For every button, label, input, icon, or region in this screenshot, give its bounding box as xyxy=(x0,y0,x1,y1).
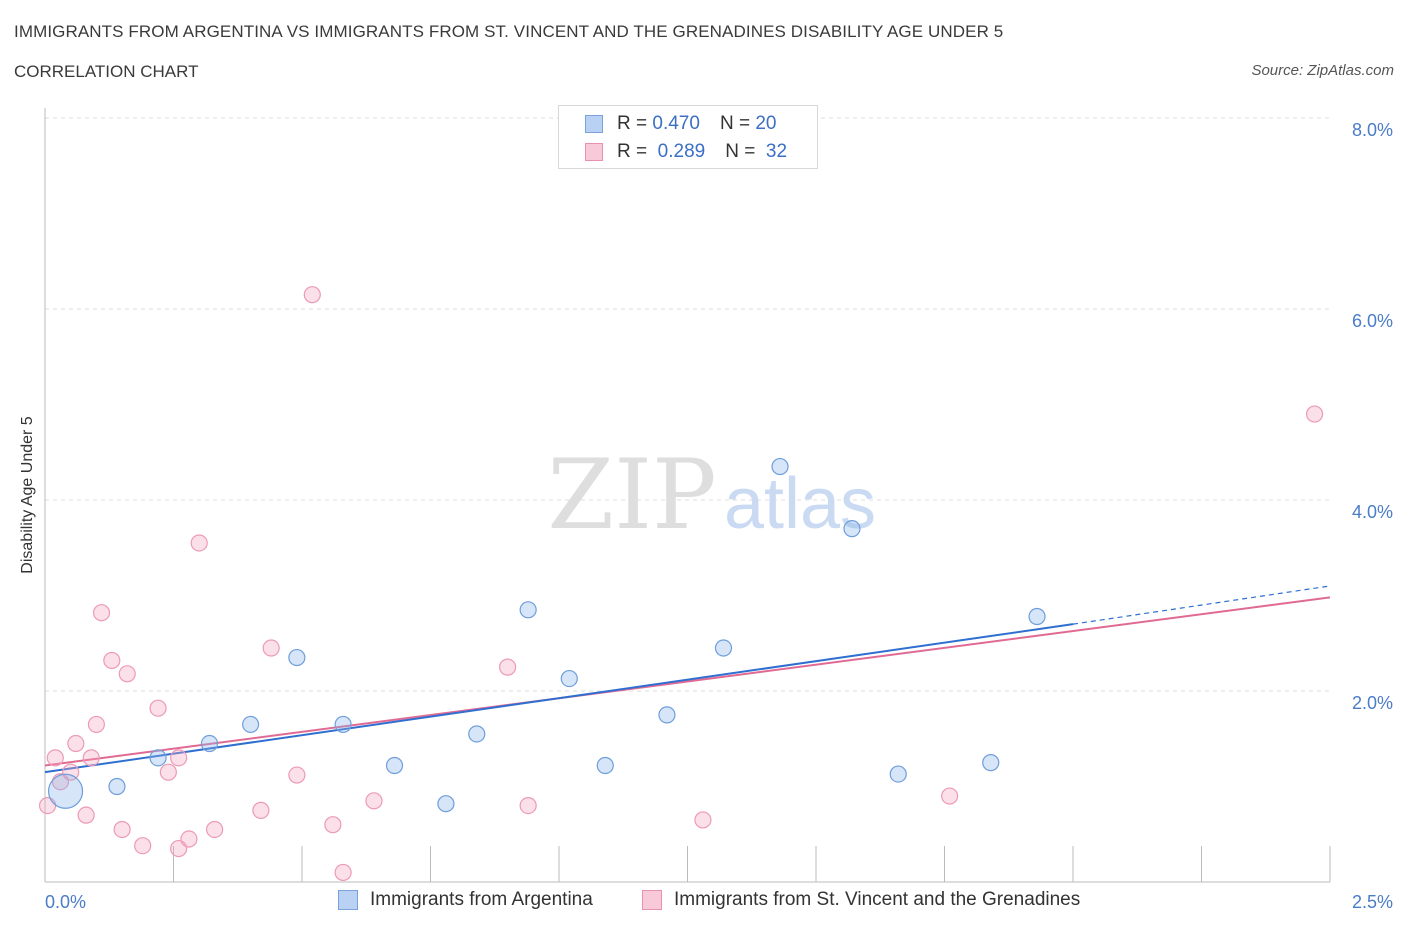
point-st-vincent xyxy=(694,811,712,829)
point-argentina xyxy=(47,773,84,809)
series-label-argentina: Immigrants from Argentina xyxy=(370,889,593,910)
series-label-st-vincent: Immigrants from St. Vincent and the Gren… xyxy=(674,889,1081,910)
point-st-vincent xyxy=(82,749,100,767)
legend-r-value: 0.470 xyxy=(652,113,700,134)
point-st-vincent xyxy=(170,749,188,767)
series-swatch-argentina xyxy=(338,890,358,910)
point-st-vincent xyxy=(288,766,306,784)
legend-row-argentina: R = 0.470 N = 20 xyxy=(585,112,776,136)
point-st-vincent xyxy=(206,820,224,839)
trend-line-st-vincent xyxy=(44,596,1331,767)
point-argentina xyxy=(149,749,167,767)
watermark: ZIP atlas xyxy=(547,439,876,551)
chart-title: IMMIGRANTS FROM ARGENTINA VS IMMIGRANTS … xyxy=(14,22,1004,41)
point-argentina xyxy=(108,777,126,796)
watermark-zip: ZIP xyxy=(547,439,716,551)
point-argentina xyxy=(1028,607,1046,626)
point-argentina xyxy=(437,795,455,813)
point-argentina xyxy=(982,754,1000,772)
point-st-vincent xyxy=(334,863,352,882)
point-st-vincent xyxy=(134,837,152,855)
chart-subtitle: CORRELATION CHART xyxy=(14,62,199,81)
legend-n-label: N = xyxy=(725,141,756,162)
point-st-vincent xyxy=(519,796,537,815)
legend-row-st-vincent: R = 0.289 N = 32 xyxy=(585,140,787,164)
point-st-vincent xyxy=(118,665,136,683)
legend-r-label: R = xyxy=(617,113,648,134)
point-argentina xyxy=(468,725,486,743)
point-st-vincent xyxy=(303,286,321,304)
x-tick-label: 2.5% xyxy=(1352,892,1393,912)
point-st-vincent xyxy=(67,734,85,753)
point-st-vincent xyxy=(262,639,280,657)
point-argentina xyxy=(242,715,260,734)
trend-line-argentina-extension xyxy=(1072,585,1331,625)
point-argentina xyxy=(334,715,352,734)
legend-n-value: 20 xyxy=(755,113,777,134)
legend-r-label: R = xyxy=(617,141,648,162)
point-argentina xyxy=(843,520,861,538)
y-tick-label: 2.0% xyxy=(1352,693,1393,713)
point-st-vincent xyxy=(324,816,342,834)
point-st-vincent xyxy=(365,792,383,810)
stats-legend: R = 0.470 N = 20 R = 0.289 N = 32 xyxy=(558,105,818,169)
legend-swatch-argentina xyxy=(585,115,603,133)
point-st-vincent xyxy=(103,651,121,670)
series-swatch-st-vincent xyxy=(642,890,662,910)
legend-r-value: 0.289 xyxy=(657,141,706,162)
point-st-vincent xyxy=(159,763,177,781)
legend-swatch-st-vincent xyxy=(585,143,603,161)
y-tick-label: 8.0% xyxy=(1352,120,1393,140)
point-argentina xyxy=(200,734,219,753)
data-points xyxy=(38,286,1324,882)
watermark-atlas: atlas xyxy=(724,464,876,544)
point-argentina xyxy=(714,639,733,657)
point-st-vincent xyxy=(62,763,80,781)
point-argentina xyxy=(771,457,789,476)
point-st-vincent xyxy=(77,806,95,824)
point-argentina xyxy=(560,669,578,688)
point-st-vincent xyxy=(180,830,198,848)
series-legend: Immigrants from Argentina Immigrants fro… xyxy=(0,889,1406,915)
point-st-vincent xyxy=(941,787,959,805)
y-tick-label: 4.0% xyxy=(1352,502,1393,522)
legend-n-value: 32 xyxy=(765,141,788,162)
point-st-vincent xyxy=(92,604,111,622)
point-argentina xyxy=(889,765,907,783)
point-st-vincent xyxy=(149,699,167,717)
point-st-vincent xyxy=(252,801,270,819)
trend-lines xyxy=(44,585,1331,774)
point-st-vincent xyxy=(190,534,208,552)
point-argentina xyxy=(596,756,614,775)
axes xyxy=(44,108,1331,883)
source-label: Source: ZipAtlas.com xyxy=(1251,62,1394,79)
point-st-vincent xyxy=(113,820,131,839)
tick-labels: 2.0% 4.0% 6.0% 8.0% 0.0% 2.5% xyxy=(45,120,1393,912)
y-tick-label: 6.0% xyxy=(1352,311,1393,331)
point-argentina xyxy=(658,706,676,724)
point-st-vincent xyxy=(87,715,106,734)
point-argentina xyxy=(519,601,537,619)
point-st-vincent xyxy=(1305,405,1324,423)
x-tick-label: 0.0% xyxy=(45,892,86,912)
point-st-vincent xyxy=(46,749,64,767)
point-st-vincent xyxy=(499,658,517,676)
trend-line-argentina xyxy=(44,623,1074,774)
gridlines xyxy=(45,117,1330,692)
point-argentina xyxy=(385,756,404,775)
series-legend-st-vincent[interactable]: Immigrants from St. Vincent and the Gren… xyxy=(642,889,1080,911)
legend-n-label: N = xyxy=(719,113,751,134)
series-legend-argentina[interactable]: Immigrants from Argentina xyxy=(338,889,593,911)
point-argentina xyxy=(288,648,306,667)
